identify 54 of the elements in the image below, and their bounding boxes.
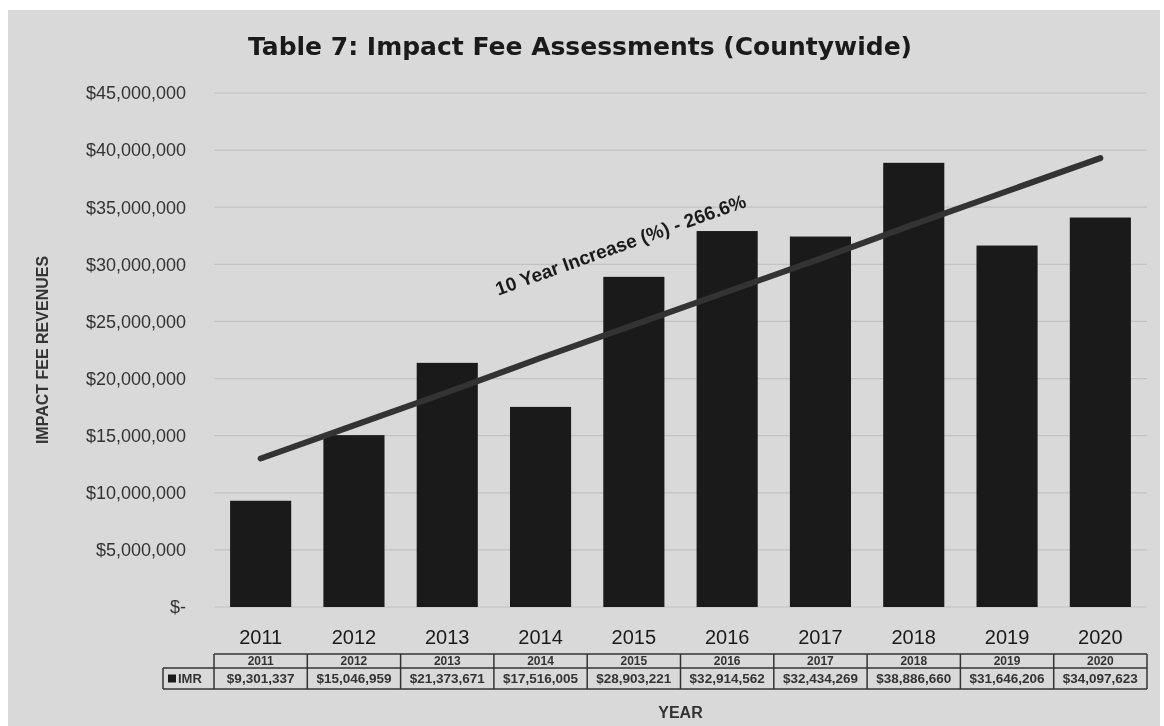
y-tick-label: $35,000,000: [85, 197, 186, 218]
bar: [416, 362, 478, 607]
legend-label: IMR: [178, 671, 203, 687]
data-label: $15,046,959: [316, 671, 392, 687]
y-tick-label: $5,000,000: [95, 540, 186, 561]
x-tick-label: 2020: [1078, 626, 1123, 648]
category-label: 2016: [713, 654, 741, 669]
bar: [789, 236, 852, 607]
x-tick-label: 2015: [611, 626, 657, 648]
y-tick-label: $40,000,000: [85, 140, 186, 161]
data-label: $32,914,562: [689, 671, 765, 687]
x-tick-label: 2011: [239, 626, 283, 648]
data-label: $17,516,005: [503, 671, 579, 687]
y-tick-label: $25,000,000: [85, 311, 186, 332]
bar: [696, 231, 758, 607]
category-label: 2017: [807, 654, 834, 669]
data-label: $21,373,671: [409, 671, 486, 687]
data-label: $28,903,221: [596, 671, 672, 687]
bar: [883, 162, 945, 607]
y-tick-label: $-: [169, 597, 186, 618]
data-label: $9,301,337: [226, 671, 295, 687]
x-tick-label: 2012: [331, 626, 377, 648]
bar: [323, 435, 385, 607]
bar: [603, 276, 665, 607]
y-tick-label: $45,000,000: [85, 83, 186, 104]
bar: [230, 500, 292, 607]
y-tick-label: $15,000,000: [85, 425, 186, 446]
category-label: 2019: [993, 654, 1021, 669]
bar: [976, 245, 1038, 607]
category-label: 2018: [900, 654, 928, 669]
x-tick-label: 2018: [891, 626, 936, 648]
category-label: 2015: [620, 654, 648, 669]
y-tick-label: $10,000,000: [85, 483, 186, 504]
x-tick-label: 2016: [704, 626, 750, 648]
y-axis-title: IMPACT FEE REVENUES: [33, 255, 51, 445]
data-label: $38,886,660: [876, 671, 952, 687]
data-label: $32,434,269: [782, 671, 858, 687]
x-tick-label: 2017: [798, 626, 843, 648]
category-label: 2020: [1087, 654, 1114, 669]
category-label: 2011: [247, 654, 274, 669]
chart-title: Table 7: Impact Fee Assessments (Countywide): [247, 32, 913, 61]
x-axis-title: YEAR: [658, 703, 704, 721]
category-label: 2014: [527, 654, 554, 669]
y-tick-label: $30,000,000: [85, 254, 186, 275]
bar: [509, 406, 572, 607]
y-tick-label: $20,000,000: [85, 368, 186, 389]
bar: [1069, 217, 1131, 607]
x-tick-label: 2014: [518, 626, 563, 648]
data-label: $34,097,623: [1062, 671, 1139, 687]
x-tick-label: 2013: [425, 626, 470, 648]
category-label: 2013: [433, 654, 461, 669]
category-label: 2012: [340, 654, 368, 669]
x-tick-label: 2019: [984, 626, 1030, 648]
data-label: $31,646,206: [969, 671, 1046, 687]
